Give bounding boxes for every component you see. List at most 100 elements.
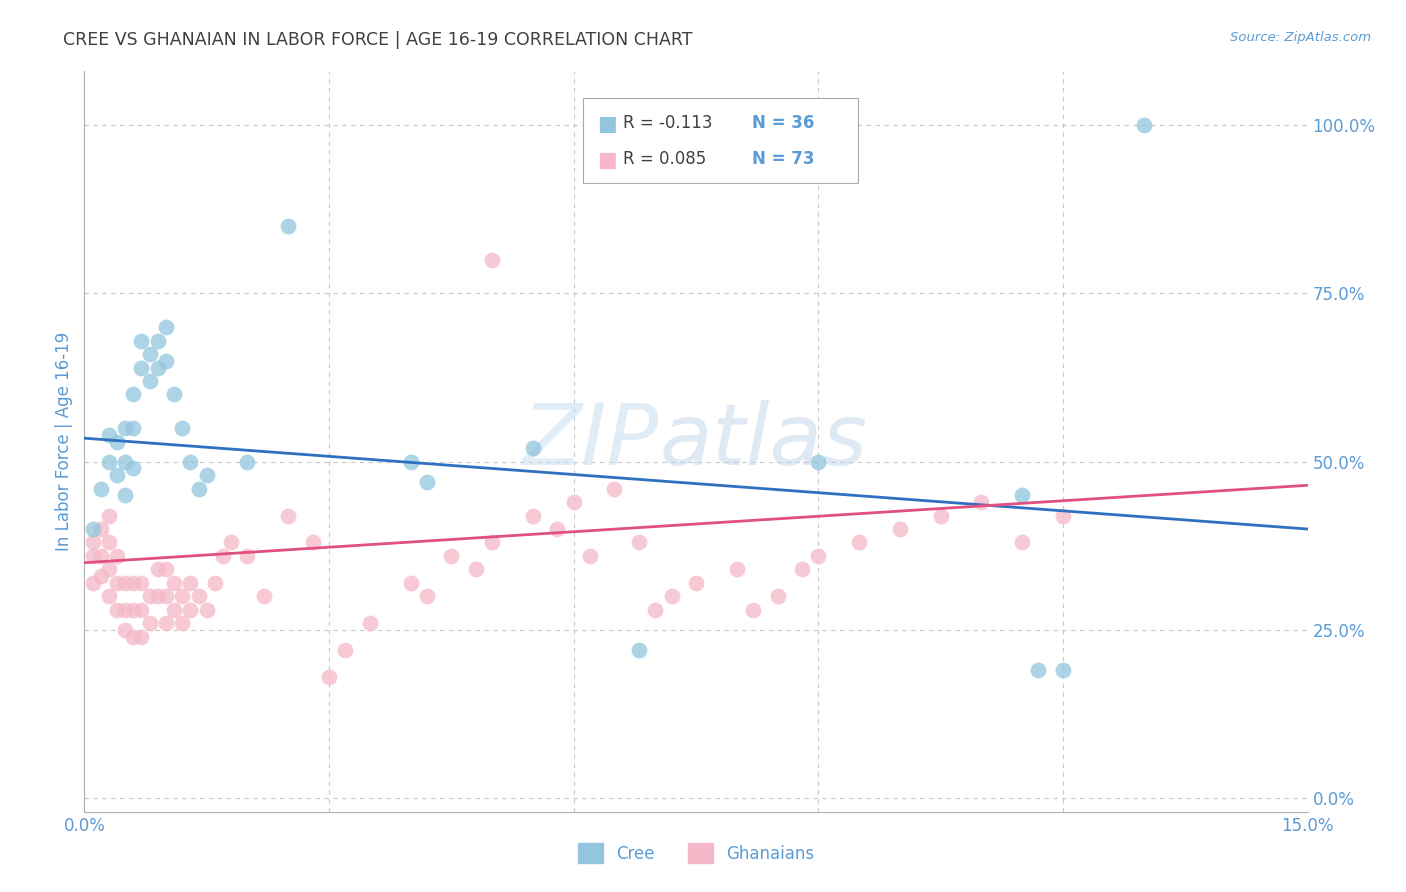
- Point: [416, 590, 439, 604]
- Point: [105, 575, 128, 590]
- Point: [172, 590, 194, 604]
- Point: [155, 353, 177, 368]
- Point: [685, 575, 707, 590]
- Text: ■: ■: [598, 114, 617, 134]
- Point: [1133, 118, 1156, 132]
- Text: CREE VS GHANAIAN IN LABOR FORCE | AGE 16-19 CORRELATION CHART: CREE VS GHANAIAN IN LABOR FORCE | AGE 16…: [63, 31, 693, 49]
- Point: [105, 549, 128, 563]
- Point: [105, 468, 128, 483]
- Text: N = 73: N = 73: [752, 150, 814, 168]
- Point: [301, 535, 323, 549]
- Point: [187, 482, 209, 496]
- Text: atlas: atlas: [659, 400, 868, 483]
- Point: [807, 549, 830, 563]
- Point: [179, 455, 201, 469]
- Point: [97, 535, 120, 549]
- Point: [546, 522, 568, 536]
- Point: [399, 455, 422, 469]
- Point: [253, 590, 276, 604]
- Point: [105, 434, 128, 449]
- Text: Source: ZipAtlas.com: Source: ZipAtlas.com: [1230, 31, 1371, 45]
- Point: [97, 562, 120, 576]
- Point: [970, 495, 993, 509]
- Point: [82, 549, 104, 563]
- Point: [562, 495, 585, 509]
- Point: [1052, 664, 1074, 678]
- Point: [163, 387, 186, 401]
- Point: [163, 603, 186, 617]
- Point: [122, 461, 145, 475]
- Point: [603, 482, 626, 496]
- Point: [318, 670, 340, 684]
- Point: [889, 522, 911, 536]
- Point: [155, 320, 177, 334]
- Point: [481, 535, 503, 549]
- Point: [114, 575, 136, 590]
- Point: [138, 374, 160, 388]
- Point: [131, 603, 153, 617]
- Point: [179, 603, 201, 617]
- Point: [195, 468, 218, 483]
- Point: [399, 575, 422, 590]
- Point: [131, 334, 153, 348]
- Point: [122, 603, 145, 617]
- Text: N = 36: N = 36: [752, 114, 814, 132]
- Point: [90, 569, 112, 583]
- Point: [725, 562, 748, 576]
- Point: [97, 508, 120, 523]
- Point: [82, 535, 104, 549]
- Point: [1011, 535, 1033, 549]
- Point: [155, 616, 177, 631]
- Point: [172, 616, 194, 631]
- Point: [155, 562, 177, 576]
- Point: [195, 603, 218, 617]
- Point: [187, 590, 209, 604]
- Point: [277, 219, 299, 234]
- Point: [236, 549, 259, 563]
- Point: [522, 442, 544, 456]
- Point: [627, 643, 650, 657]
- Point: [146, 334, 169, 348]
- Point: [131, 630, 153, 644]
- Point: [742, 603, 765, 617]
- Point: [105, 603, 128, 617]
- Point: [481, 252, 503, 267]
- Point: [627, 535, 650, 549]
- Text: ZIP: ZIP: [523, 400, 659, 483]
- Point: [114, 623, 136, 637]
- Point: [236, 455, 259, 469]
- Point: [155, 590, 177, 604]
- Point: [1028, 664, 1050, 678]
- Point: [90, 482, 112, 496]
- Text: R = -0.113: R = -0.113: [623, 114, 713, 132]
- Point: [848, 535, 870, 549]
- Point: [114, 421, 136, 435]
- Point: [97, 427, 120, 442]
- Point: [807, 455, 830, 469]
- Point: [122, 575, 145, 590]
- Point: [146, 562, 169, 576]
- Point: [766, 590, 789, 604]
- Point: [131, 360, 153, 375]
- Point: [114, 603, 136, 617]
- Point: [90, 522, 112, 536]
- Point: [579, 549, 602, 563]
- Point: [82, 575, 104, 590]
- Point: [82, 522, 104, 536]
- Point: [114, 488, 136, 502]
- Legend: Cree, Ghanaians: Cree, Ghanaians: [571, 837, 821, 870]
- Point: [90, 549, 112, 563]
- Point: [122, 421, 145, 435]
- Point: [464, 562, 486, 576]
- Text: ■: ■: [598, 150, 617, 169]
- Point: [138, 590, 160, 604]
- Point: [661, 590, 683, 604]
- Point: [416, 475, 439, 489]
- Point: [97, 455, 120, 469]
- Point: [163, 575, 186, 590]
- Point: [219, 535, 242, 549]
- Point: [644, 603, 666, 617]
- Point: [277, 508, 299, 523]
- Point: [522, 508, 544, 523]
- Point: [146, 360, 169, 375]
